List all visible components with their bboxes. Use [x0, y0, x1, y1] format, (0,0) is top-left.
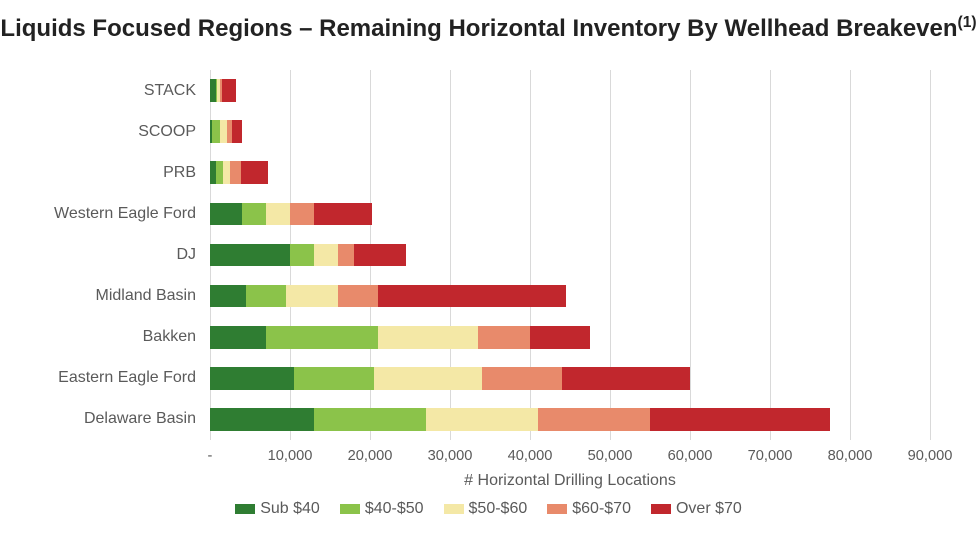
bar-segment — [426, 408, 538, 431]
bar-segment — [220, 120, 227, 143]
bar-segment — [286, 285, 338, 308]
category-label: STACK — [0, 82, 196, 100]
chart-title-footnote: (1) — [958, 14, 977, 31]
category-label: PRB — [0, 164, 196, 182]
bar-segment — [210, 326, 266, 349]
legend-swatch — [235, 504, 255, 514]
legend-swatch — [651, 504, 671, 514]
category-label: Midland Basin — [0, 287, 196, 305]
bar-segment — [210, 408, 314, 431]
legend-label: Over $70 — [676, 500, 742, 517]
bar-segment — [314, 203, 372, 226]
x-tick-label: 30,000 — [428, 448, 473, 464]
bar-segment — [290, 203, 314, 226]
bar-segment — [246, 285, 286, 308]
gridline — [930, 70, 931, 440]
x-tick-label: 90,000 — [908, 448, 953, 464]
gridline — [690, 70, 691, 440]
bar-segment — [222, 79, 236, 102]
bar-segment — [338, 244, 354, 267]
chart-legend: Sub $40 $40-$50 $50-$60 $60-$70 Over $70 — [0, 500, 977, 518]
x-tick-label: - — [208, 448, 213, 464]
legend-label: $60-$70 — [572, 500, 631, 517]
legend-label: $50-$60 — [469, 500, 528, 517]
legend-item: $50-$60 — [444, 500, 528, 518]
bar-segment — [650, 408, 830, 431]
x-tick-label: 60,000 — [668, 448, 713, 464]
category-label: SCOOP — [0, 123, 196, 141]
legend-swatch — [340, 504, 360, 514]
bar-segment — [230, 161, 241, 184]
bar-segment — [210, 285, 246, 308]
legend-item: Over $70 — [651, 500, 742, 518]
x-tick-label: 50,000 — [588, 448, 633, 464]
bar-segment — [232, 120, 242, 143]
category-label: Eastern Eagle Ford — [0, 369, 196, 387]
bar-segment — [210, 244, 290, 267]
category-label: DJ — [0, 246, 196, 264]
x-tick-label: 40,000 — [508, 448, 553, 464]
x-tick-label: 10,000 — [268, 448, 313, 464]
chart-title: Liquids Focused Regions – Remaining Hori… — [0, 14, 977, 43]
page-root: Liquids Focused Regions – Remaining Hori… — [0, 0, 977, 540]
bar-segment — [290, 244, 314, 267]
bar-segment — [478, 326, 530, 349]
chart-title-main: Liquids Focused Regions – Remaining Hori… — [0, 15, 957, 42]
bar-segment — [241, 161, 268, 184]
bar-segment — [210, 203, 242, 226]
bar-segment — [354, 244, 406, 267]
bar-segment — [212, 120, 219, 143]
legend-swatch — [444, 504, 464, 514]
x-tick-label: 20,000 — [348, 448, 393, 464]
bar-segment — [530, 326, 590, 349]
bar-segment — [562, 367, 690, 390]
legend-swatch — [547, 504, 567, 514]
x-axis-title: # Horizontal Drilling Locations — [210, 472, 930, 490]
bar-segment — [266, 203, 290, 226]
category-label: Bakken — [0, 328, 196, 346]
gridline — [850, 70, 851, 440]
bar-segment — [538, 408, 650, 431]
bar-segment — [314, 244, 338, 267]
category-label: Western Eagle Ford — [0, 205, 196, 223]
bar-segment — [242, 203, 266, 226]
bar-segment — [338, 285, 378, 308]
bar-segment — [223, 161, 230, 184]
bar-segment — [294, 367, 374, 390]
legend-label: Sub $40 — [260, 500, 320, 517]
legend-item: Sub $40 — [235, 500, 320, 518]
x-tick-label: 70,000 — [748, 448, 793, 464]
category-label: Delaware Basin — [0, 410, 196, 428]
bar-segment — [374, 367, 482, 390]
chart-plot-area — [210, 70, 930, 440]
bar-segment — [378, 326, 478, 349]
bar-segment — [378, 285, 566, 308]
bar-segment — [210, 367, 294, 390]
x-tick-label: 80,000 — [828, 448, 873, 464]
bar-segment — [482, 367, 562, 390]
bar-segment — [266, 326, 378, 349]
bar-segment — [314, 408, 426, 431]
legend-item: $40-$50 — [340, 500, 424, 518]
legend-item: $60-$70 — [547, 500, 631, 518]
legend-label: $40-$50 — [365, 500, 424, 517]
gridline — [770, 70, 771, 440]
